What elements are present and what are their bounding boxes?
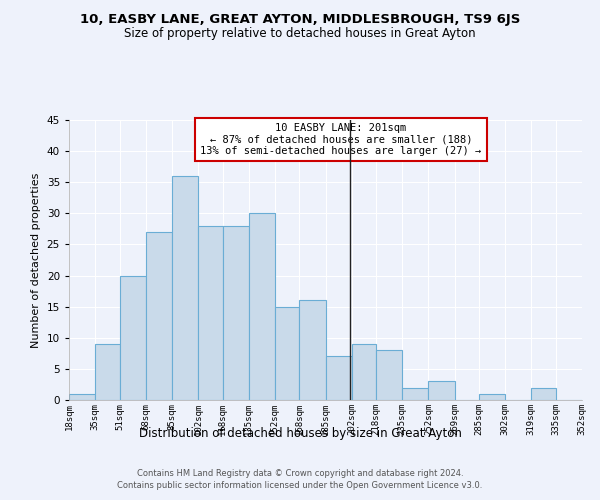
Bar xyxy=(95,344,119,400)
Bar xyxy=(532,388,556,400)
Bar xyxy=(119,276,146,400)
Bar xyxy=(249,214,275,400)
Bar xyxy=(198,226,223,400)
Text: Contains HM Land Registry data © Crown copyright and database right 2024.: Contains HM Land Registry data © Crown c… xyxy=(137,469,463,478)
Bar xyxy=(299,300,325,400)
Bar xyxy=(172,176,198,400)
Bar xyxy=(146,232,172,400)
Bar xyxy=(352,344,376,400)
Bar xyxy=(275,306,299,400)
Text: Size of property relative to detached houses in Great Ayton: Size of property relative to detached ho… xyxy=(124,28,476,40)
Bar xyxy=(69,394,95,400)
Bar xyxy=(223,226,249,400)
Bar xyxy=(428,382,455,400)
Bar xyxy=(376,350,402,400)
Bar xyxy=(479,394,505,400)
Text: Contains public sector information licensed under the Open Government Licence v3: Contains public sector information licen… xyxy=(118,481,482,490)
Bar xyxy=(402,388,428,400)
Text: Distribution of detached houses by size in Great Ayton: Distribution of detached houses by size … xyxy=(139,428,461,440)
Y-axis label: Number of detached properties: Number of detached properties xyxy=(31,172,41,348)
Bar xyxy=(326,356,352,400)
Text: 10, EASBY LANE, GREAT AYTON, MIDDLESBROUGH, TS9 6JS: 10, EASBY LANE, GREAT AYTON, MIDDLESBROU… xyxy=(80,12,520,26)
Text: 10 EASBY LANE: 201sqm
← 87% of detached houses are smaller (188)
13% of semi-det: 10 EASBY LANE: 201sqm ← 87% of detached … xyxy=(200,123,482,156)
